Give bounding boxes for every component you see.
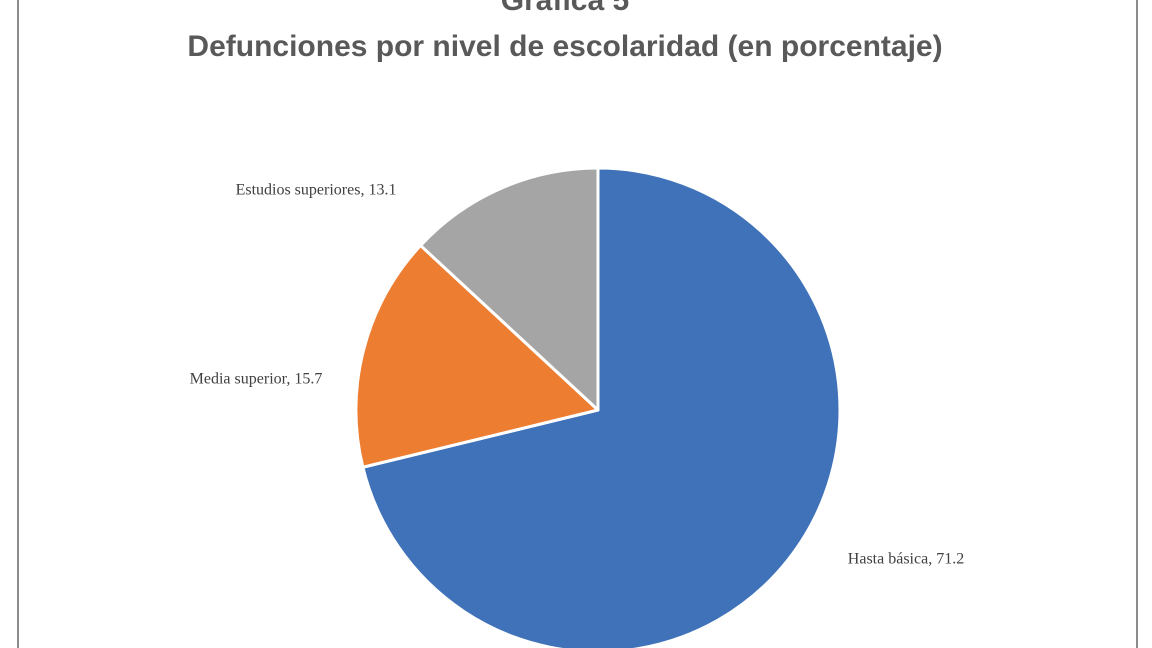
data-label: Estudios superiores, 13.1	[236, 182, 397, 199]
chart-title: Defunciones por nivel de escolaridad (en…	[187, 30, 942, 63]
frame	[17, 0, 1138, 648]
pie-slice	[354, 243, 600, 469]
pie: Hasta básica, 71.2 Media superior, 15.7 Es…	[190, 166, 964, 648]
pie-slice	[419, 166, 600, 412]
data-label: Hasta básica, 71.2	[848, 551, 964, 568]
data-label: Media superior, 15.7	[190, 371, 323, 388]
pie-slice	[361, 166, 842, 648]
chart-supertitle: Gráfica 5	[501, 0, 629, 17]
